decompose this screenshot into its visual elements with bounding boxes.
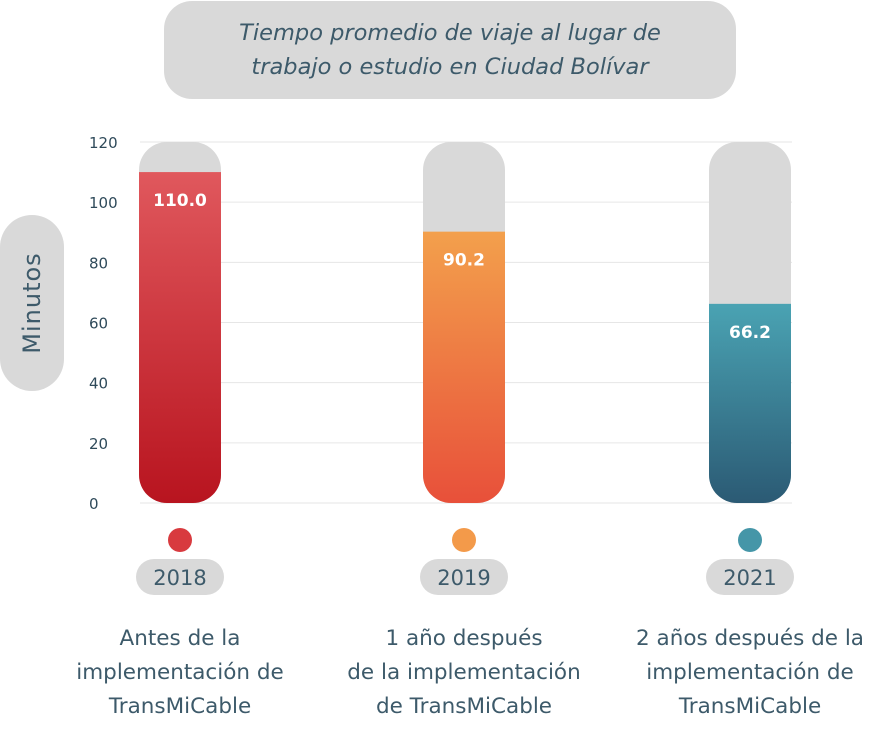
year-markers: 2018 2019 2021 <box>136 528 794 595</box>
y-axis-ticks: 0 20 40 60 80 100 120 <box>89 134 118 513</box>
y-tick-label: 20 <box>89 435 108 453</box>
y-tick-label: 80 <box>89 254 108 272</box>
value-label: 66.2 <box>729 323 771 343</box>
bars: 110.0 90.2 66.2 <box>139 142 791 503</box>
bar-2019 <box>423 231 505 503</box>
value-label: 90.2 <box>443 251 485 271</box>
bar-2021 <box>709 303 791 503</box>
chart-title-line-1: Tiempo promedio de viaje al lugar de <box>239 20 661 46</box>
category-description: 2 años después de la implementación de Tra… <box>610 622 887 724</box>
bar-2018 <box>139 172 221 503</box>
description-line: TransMiCable <box>678 694 822 719</box>
year-pill <box>706 559 794 595</box>
y-tick-label: 100 <box>89 194 118 212</box>
description-line: implementación de <box>76 660 284 685</box>
y-axis-label-background <box>0 215 64 391</box>
category-description: Antes de la implementación de TransMiCable <box>40 622 320 724</box>
description-line: 1 año después <box>385 626 543 651</box>
description-line: de TransMiCable <box>375 694 553 719</box>
y-tick-label: 60 <box>89 315 108 333</box>
y-tick-label: 0 <box>89 495 99 513</box>
year-pill <box>136 559 224 595</box>
year-label: 2021 <box>723 566 776 590</box>
legend-dot <box>452 528 476 552</box>
description-line: Antes de la <box>119 626 241 651</box>
legend-dot <box>738 528 762 552</box>
description-line: TransMiCable <box>108 694 252 719</box>
category-description: 1 año después de la implementación de Tran… <box>324 622 604 724</box>
chart-title: Tiempo promedio de viaje al lugar de tra… <box>164 1 736 99</box>
value-label: 110.0 <box>153 191 207 211</box>
legend-dot <box>168 528 192 552</box>
y-tick-label: 40 <box>89 375 108 393</box>
description-line: 2 años después de la <box>636 626 864 651</box>
description-line: implementación de <box>646 660 854 685</box>
description-line: de la implementación <box>347 660 581 685</box>
chart-title-line-2: trabajo o estudio en Ciudad Bolívar <box>251 54 649 80</box>
year-label: 2018 <box>153 566 206 590</box>
y-tick-label: 120 <box>89 134 118 152</box>
year-pill <box>420 559 508 595</box>
year-label: 2019 <box>437 566 490 590</box>
